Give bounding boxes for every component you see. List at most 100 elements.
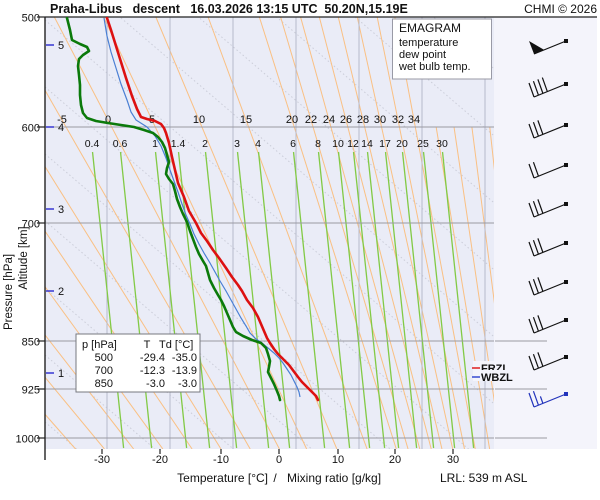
mixing-axis-caption: Mixing ratio [g/kg]: [287, 471, 381, 485]
moist-adiabat-line: [45, 165, 222, 449]
mixing-ratio-label: 0.6: [113, 138, 128, 150]
mixing-ratio-line: [257, 151, 291, 449]
mixing-ratio-line: [422, 151, 456, 449]
moist-adiabat-label: 34: [408, 114, 420, 126]
altitude-tick-label: 2: [58, 286, 64, 298]
wind-barb-feather: [532, 316, 540, 332]
wind-barb-head-dot: [564, 163, 568, 167]
mixing-ratio-line: [292, 151, 326, 449]
moist-adiabat-line: [103, 17, 308, 449]
moist-adiabat-label: -5: [57, 114, 67, 126]
moist-adiabat-lines: [45, 17, 494, 449]
mixing-ratio-label: 12: [347, 138, 359, 150]
wind-barb-staff: [533, 40, 567, 55]
mixing-ratio-label: 1: [152, 138, 158, 150]
wind-barb-feather: [537, 238, 544, 253]
mixing-ratio-line: [177, 151, 211, 449]
mixing-ratio-line: [337, 151, 371, 449]
moist-adiabat-line: [376, 17, 465, 449]
moist-adiabat-label: 22: [305, 114, 317, 126]
wind-barb: [528, 161, 568, 179]
moist-adiabat-label: 24: [323, 114, 335, 126]
wind-barb-feather: [532, 200, 540, 216]
mixing-ratio-label: 6: [290, 138, 296, 150]
wind-barb-staff: [533, 242, 567, 257]
wind-barb-head-dot: [564, 123, 568, 127]
mixing-ratio-line: [317, 151, 351, 449]
dry-adiabat-line: [45, 287, 234, 449]
wind-barb-feather: [528, 318, 535, 334]
wind-barb-feather: [528, 82, 535, 98]
wind-barb-feather: [541, 77, 548, 92]
wind-barb: [528, 352, 568, 371]
moist-adiabat-line: [453, 126, 494, 403]
temperature-curve: [105, 17, 320, 402]
wind-barb-column: [528, 39, 568, 408]
table-cell: -12.3: [140, 365, 165, 377]
legend-item-dew-point: dew point: [399, 49, 446, 61]
altitude-tick-label: 1: [58, 368, 64, 380]
mixing-ratio-labels: 0.4 0.6 1 1.4 2 3 4 6 8 10 12 14 17 20 25 30: [85, 138, 448, 150]
temperature-tick-label: 0: [276, 454, 282, 466]
wind-barb-half-feather: [539, 396, 544, 404]
wind-barb: [528, 120, 568, 139]
wind-barb-staff: [533, 124, 567, 139]
wind-barb: [528, 277, 568, 296]
wind-barb-feather: [537, 352, 544, 367]
moist-adiabat-line: [45, 230, 193, 449]
mixing-ratio-label: 25: [417, 138, 429, 150]
lrl-label: LRL: 539 m ASL: [440, 471, 528, 485]
moist-adiabat-line: [258, 17, 397, 449]
mixing-ratio-label: 0.4: [85, 138, 100, 150]
moist-adiabat-label: 10: [193, 114, 205, 126]
wind-barb-feather: [537, 199, 544, 214]
mixing-ratio-label: 2: [202, 138, 208, 150]
pressure-tick-label: 700: [22, 219, 40, 231]
wind-barb-feather: [528, 392, 535, 408]
wind-barb-pennant: [529, 41, 545, 54]
wind-barb-staff: [533, 83, 567, 98]
wind-barb-feather: [532, 390, 540, 406]
level-markers: FRZL WBZL: [472, 361, 522, 384]
moist-adiabat-line: [318, 17, 432, 449]
mixing-ratio-line: [236, 151, 270, 449]
mixing-ratio-line: [441, 151, 475, 449]
dew-point-curve: [65, 17, 282, 402]
axis-caption-separator: /: [273, 471, 277, 485]
table-cell: 500: [95, 352, 113, 364]
wind-barb-feather: [532, 80, 540, 96]
mixing-ratio-line: [154, 151, 188, 449]
wind-barb-feather: [528, 202, 535, 218]
wind-barb: [529, 39, 568, 55]
table-cell: -3.0: [178, 378, 197, 390]
altitude-axis-label: Altitude [km]: [18, 226, 30, 289]
credit-label: CHMI © 2026: [524, 2, 597, 16]
altitude-tick-label: 3: [58, 204, 64, 216]
table-cell: -3.0: [146, 378, 165, 390]
wind-barb-feather: [528, 163, 535, 179]
mixing-ratio-label: 8: [315, 138, 321, 150]
moist-adiabat-line: [45, 89, 251, 449]
temperature-axis-caption: Temperature [°C]: [177, 471, 268, 485]
moist-adiabat-line: [45, 376, 105, 449]
moist-adiabat-label: 15: [240, 114, 252, 126]
dry-adiabat-line: [45, 421, 77, 449]
moist-adiabat-label: 0: [105, 114, 111, 126]
table-row: 700 -12.3 -13.9: [95, 365, 197, 377]
wind-barb-feather: [537, 79, 544, 94]
wind-barb-head-dot: [564, 318, 568, 322]
temperature-tick-label: -30: [94, 454, 110, 466]
moist-adiabat-line: [471, 126, 494, 304]
mixing-ratio-line: [401, 151, 435, 449]
wind-barb-head-dot: [564, 39, 568, 43]
mixing-ratio-label: 10: [332, 138, 344, 150]
table-row: 500 -29.4 -35.0: [95, 352, 197, 364]
table-cell: -35.0: [172, 352, 197, 364]
mixing-ratio-label: 30: [436, 138, 448, 150]
moist-adiabat-label: 28: [357, 114, 369, 126]
wind-barb-feather: [537, 120, 544, 135]
table-header-pressure: p [hPa]: [82, 339, 117, 351]
mixing-ratio-label: 14: [361, 138, 373, 150]
temperature-tick-label: -10: [213, 454, 229, 466]
